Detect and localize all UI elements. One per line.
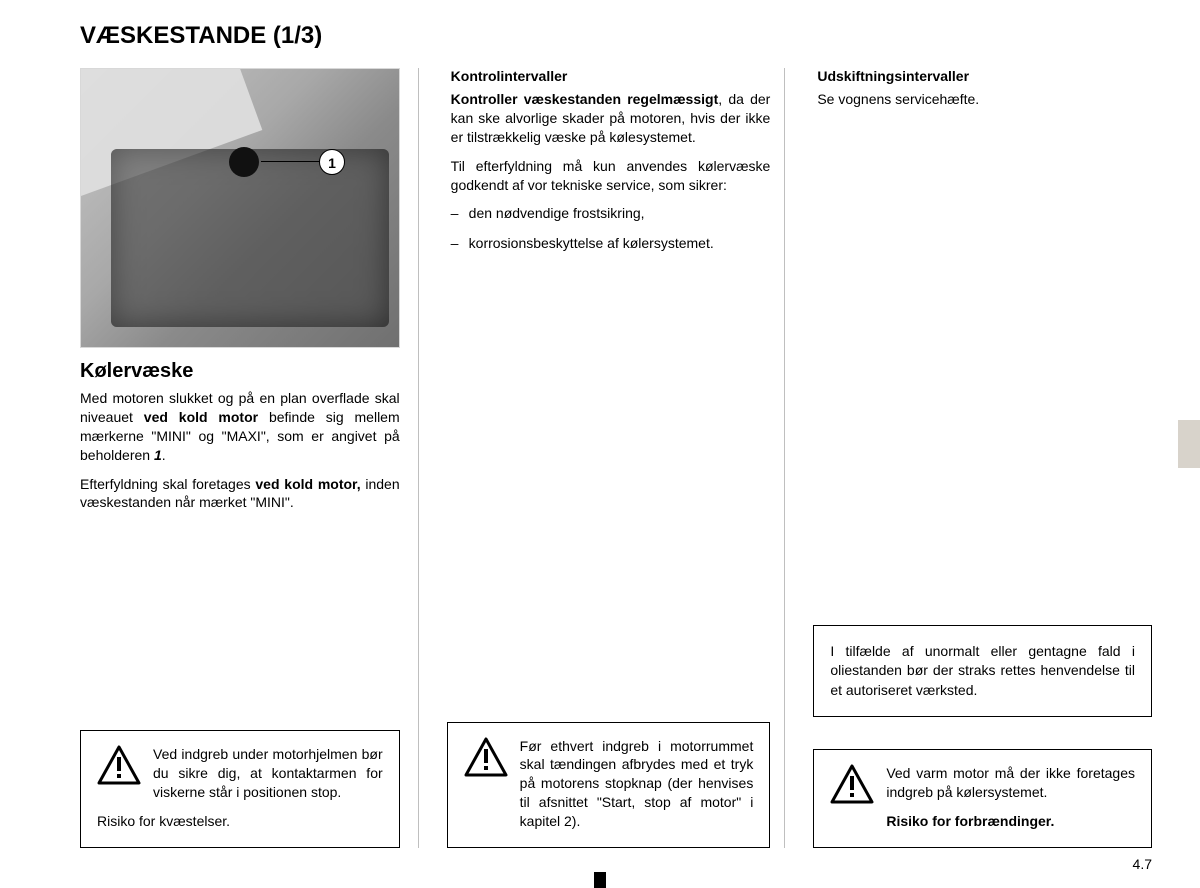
bold-text: ved kold motor: [144, 409, 258, 425]
warning-box-2: Før ethvert indgreb i motorrummet skal t…: [447, 722, 771, 848]
coolant-list: den nødvendige frostsikring, korrosionsb…: [451, 204, 771, 253]
col2-paragraph-2: Til efterfyldning må kun anvendes kølerv…: [451, 157, 771, 195]
figure-callout-1: 1: [319, 149, 345, 175]
reference-1: 1: [154, 447, 162, 463]
figure-leader-line: [261, 161, 321, 162]
warning-row: Før ethvert indgreb i motorrummet skal t…: [464, 737, 754, 831]
warning-icon: [464, 737, 508, 777]
bold-text: ved kold motor,: [255, 476, 360, 492]
text: .: [162, 447, 166, 463]
warning-subtext: Risiko for forbrændinger.: [886, 812, 1135, 831]
page-title: VÆSKESTANDE (1/3): [80, 22, 1152, 50]
figure-reservoir-cap: [229, 147, 259, 177]
warning-text: Ved indgreb under motorhjelmen bør du si…: [153, 745, 383, 802]
col2-paragraph-1: Kontroller væskestanden regelmæssigt, da…: [451, 90, 771, 147]
replace-interval-heading: Udskiftningsintervaller: [817, 68, 1152, 84]
list-item: den nødvendige frostsikring,: [451, 204, 771, 224]
text: den nødvendige frostsikring,: [469, 204, 645, 224]
warning-row: Ved varm motor må der ikke foretages ind…: [830, 764, 1135, 831]
content-columns: 1 38113 Kølervæske Med motoren slukket o…: [80, 68, 1152, 848]
col3-paragraph-1: Se vognens servicehæfte.: [817, 90, 1152, 109]
warning-box-1: Ved indgreb under motorhjelmen bør du si…: [80, 730, 400, 848]
col1-paragraph-2: Efterfyldning skal foretages ved kold mo…: [80, 475, 400, 513]
warning-icon: [97, 745, 141, 785]
warning-text: Ved varm motor må der ikke foretages ind…: [886, 764, 1135, 831]
edge-tab: [1178, 420, 1200, 468]
col1-paragraph-1: Med motoren slukket og på en plan overfl…: [80, 389, 400, 465]
text: Ved varm motor må der ikke foretages ind…: [886, 765, 1135, 800]
footer-crop-mark: [594, 872, 606, 888]
warning-row: Ved indgreb under motorhjelmen bør du si…: [97, 745, 383, 802]
page-number: 4.7: [1133, 856, 1152, 872]
text: Efterfyldning skal foretages: [80, 476, 255, 492]
list-item: korrosionsbeskyttelse af kølersystemet.: [451, 234, 771, 254]
bold-text: Kontroller væskestanden regelmæssigt: [451, 91, 719, 107]
text: korrosionsbeskyttelse af kølersystemet.: [469, 234, 714, 254]
engine-figure: 1 38113: [80, 68, 400, 348]
column-3: Udskiftningsintervaller Se vognens servi…: [813, 68, 1152, 848]
warning-subtext: Risiko for kvæstelser.: [97, 812, 383, 831]
warning-text: Før ethvert indgreb i motorrummet skal t…: [520, 737, 754, 831]
warning-box-3: Ved varm motor må der ikke foretages ind…: [813, 749, 1152, 848]
check-interval-heading: Kontrolintervaller: [451, 68, 771, 84]
warning-icon: [830, 764, 874, 804]
column-1: 1 38113 Kølervæske Med motoren slukket o…: [80, 68, 419, 848]
coolant-heading: Kølervæske: [80, 360, 400, 383]
column-2: Kontrolintervaller Kontroller væskestand…: [447, 68, 786, 848]
info-box: I tilfælde af unormalt eller gentagne fa…: [813, 625, 1152, 718]
